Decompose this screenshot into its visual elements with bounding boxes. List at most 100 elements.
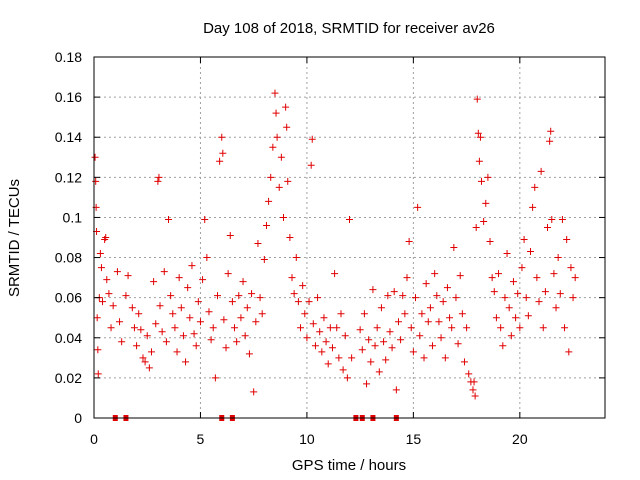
data-point xyxy=(231,324,239,332)
data-point xyxy=(358,346,366,354)
data-point xyxy=(209,324,217,332)
data-point xyxy=(476,133,484,141)
data-point xyxy=(450,244,458,252)
data-point xyxy=(346,215,353,223)
data-point xyxy=(322,338,330,346)
x-axis-title: GPS time / hours xyxy=(292,457,406,474)
y-axis-tick-labels: 0 0.02 0.04 0.06 0.08 0.1 0.12 0.14 0.16 0.18 xyxy=(55,49,82,426)
data-point xyxy=(399,292,407,300)
data-points xyxy=(91,89,579,400)
data-point xyxy=(290,290,298,298)
data-point xyxy=(147,348,155,356)
data-point xyxy=(405,238,413,246)
data-point xyxy=(272,109,280,117)
data-point xyxy=(435,318,443,326)
data-point xyxy=(533,274,541,282)
data-point xyxy=(311,342,319,350)
data-point xyxy=(433,292,441,300)
data-point xyxy=(256,294,264,302)
data-point xyxy=(226,231,234,239)
data-point xyxy=(505,304,513,312)
data-point xyxy=(179,332,187,340)
data-point xyxy=(475,157,483,165)
data-point xyxy=(412,294,420,302)
data-point xyxy=(382,356,390,364)
data-point xyxy=(250,388,258,396)
data-point xyxy=(474,129,482,137)
data-point xyxy=(233,338,241,346)
plot-frame xyxy=(93,56,606,419)
y-tick-label: 0.06 xyxy=(55,290,82,306)
data-point xyxy=(356,326,364,334)
data-point xyxy=(454,340,462,348)
y-tick-label: 0.08 xyxy=(55,250,82,266)
data-point xyxy=(260,256,268,264)
data-point xyxy=(390,288,398,296)
data-point xyxy=(235,292,243,300)
data-point xyxy=(188,262,196,270)
data-point xyxy=(446,314,454,322)
y-tick-label: 0.04 xyxy=(55,330,82,346)
data-point xyxy=(546,137,554,145)
data-point xyxy=(369,286,377,294)
data-point xyxy=(218,133,226,141)
y-tick-label: 0.18 xyxy=(55,49,82,65)
data-point xyxy=(429,342,437,350)
data-point xyxy=(177,304,185,312)
data-point xyxy=(211,374,219,382)
data-point xyxy=(288,274,296,282)
data-point xyxy=(143,332,151,340)
data-point xyxy=(363,380,371,388)
data-point xyxy=(403,274,411,282)
data-point xyxy=(99,298,107,306)
data-point xyxy=(93,314,101,322)
data-point xyxy=(516,324,524,332)
data-point xyxy=(169,310,177,318)
data-point xyxy=(203,254,211,262)
data-point xyxy=(397,336,405,344)
data-point xyxy=(386,328,394,336)
data-point xyxy=(297,324,305,332)
data-point xyxy=(552,304,560,312)
data-point xyxy=(522,294,530,302)
data-point xyxy=(102,234,110,241)
data-point xyxy=(308,135,316,143)
data-point xyxy=(478,177,486,185)
data-point xyxy=(365,336,373,344)
data-point xyxy=(495,270,503,278)
x-tick-label: 20 xyxy=(512,431,528,447)
data-point xyxy=(448,324,456,332)
data-point xyxy=(277,153,285,161)
data-point xyxy=(135,310,143,318)
data-point xyxy=(309,320,317,328)
data-point xyxy=(124,272,132,280)
data-point xyxy=(265,197,273,205)
data-point xyxy=(224,270,232,278)
data-point xyxy=(299,282,307,290)
x-axis-tick-labels: 0 5 10 15 20 xyxy=(90,431,528,447)
data-point xyxy=(219,149,227,157)
y-tick-label: 0.1 xyxy=(63,209,83,225)
data-point xyxy=(96,250,104,258)
data-point xyxy=(392,386,400,394)
data-point xyxy=(279,213,287,221)
data-point xyxy=(216,157,224,165)
data-point xyxy=(343,374,351,382)
data-point xyxy=(94,370,102,378)
data-point xyxy=(409,348,417,356)
y-axis-title: SRMTID / TECUs xyxy=(6,179,23,297)
data-point xyxy=(488,274,496,282)
data-point xyxy=(154,177,162,185)
axis-ticks xyxy=(93,56,605,419)
data-point xyxy=(273,133,281,141)
data-point xyxy=(497,324,505,332)
data-point xyxy=(294,298,302,306)
data-point xyxy=(109,302,117,310)
data-point xyxy=(339,366,347,374)
data-point xyxy=(418,310,426,318)
data-point xyxy=(196,318,204,326)
data-point xyxy=(282,103,290,111)
data-point xyxy=(284,177,292,185)
data-point xyxy=(526,248,534,256)
